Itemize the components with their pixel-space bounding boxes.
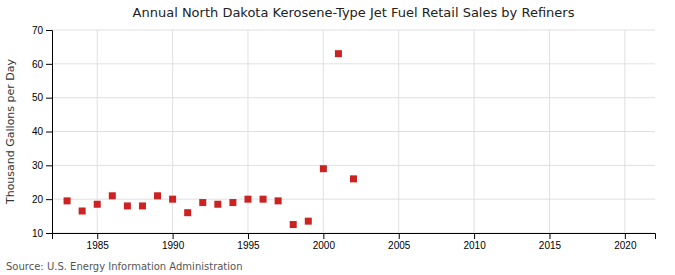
x-axis-tick-label: 2005 (388, 240, 411, 251)
y-axis-tick-mark (46, 30, 52, 31)
y-axis: 10 20 30 40 50 60 70 (32, 25, 53, 239)
x-axis-tick-mark (399, 233, 400, 239)
x-axis-tick-label: 1990 (162, 240, 185, 251)
source-note: Source: U.S. Energy Information Administ… (6, 261, 243, 272)
x-axis-tick: 1985 (87, 233, 110, 251)
point (139, 202, 146, 209)
x-axis-tick-label: 2015 (539, 240, 562, 251)
x-axis-tick-mark (173, 233, 174, 239)
point (290, 221, 297, 228)
y-axis-tick-label: 20 (32, 194, 44, 205)
x-axis-tick: 1990 (162, 233, 185, 251)
x-axis-tick: 2000 (313, 233, 336, 251)
x-axis-tick-mark (549, 233, 550, 239)
x-axis-tick: 2010 (463, 233, 486, 251)
y-axis-tick: 30 (32, 160, 52, 171)
x-axis-tick: 2005 (388, 233, 411, 251)
y-axis-tick-mark (46, 132, 52, 133)
y-axis-tick: 20 (32, 194, 52, 205)
point (184, 209, 191, 216)
y-axis-tick-mark (46, 233, 52, 234)
y-axis-tick: 70 (32, 25, 52, 36)
point (350, 175, 357, 182)
point (64, 197, 71, 204)
point (169, 196, 176, 203)
y-axis-tick-mark (46, 165, 52, 166)
x-axis-tick: 2015 (539, 233, 562, 251)
x-axis-tick-label: 2020 (614, 240, 637, 251)
x-axis-tick-mark (474, 233, 475, 239)
point (154, 192, 161, 199)
y-axis-tick: 50 (32, 92, 52, 103)
y-axis-line (46, 31, 53, 234)
grid-line-y (52, 165, 655, 166)
y-axis-tick-label: 70 (32, 25, 44, 36)
y-axis-tick: 60 (32, 59, 52, 70)
x-axis-tick-mark (248, 233, 249, 239)
x-axis: 1985 1990 1995 2000 2005 2010 2015 2020 (53, 233, 656, 251)
grid-line-y (52, 30, 655, 31)
y-axis-tick-label: 60 (32, 59, 44, 70)
point (79, 208, 86, 215)
y-axis-tick: 40 (32, 126, 52, 137)
x-axis-tick-label: 2010 (463, 240, 486, 251)
grid-line-y (52, 131, 655, 132)
point (244, 196, 251, 203)
point (214, 201, 221, 208)
y-axis-tick-mark (46, 64, 52, 65)
point (109, 192, 116, 199)
point (229, 199, 236, 206)
y-axis-tick-label: 40 (32, 126, 44, 137)
x-axis-tick-mark (97, 233, 98, 239)
point (124, 202, 131, 209)
point (335, 50, 342, 57)
y-axis-tick: 10 (32, 228, 52, 239)
point (320, 165, 327, 172)
points (64, 50, 357, 228)
title: Annual North Dakota Kerosene-Type Jet Fu… (133, 5, 575, 20)
grid-line-y (52, 97, 655, 98)
x-axis-tick-mark (323, 233, 324, 239)
y-axis-tick-mark (46, 98, 52, 99)
x-axis-tick-label: 2000 (313, 240, 336, 251)
point (94, 201, 101, 208)
x-axis-tick-label: 1985 (87, 240, 110, 251)
x-axis-tick: 2020 (614, 233, 637, 251)
y-axis-label: Thousand Gallons per Day (4, 58, 17, 205)
x-axis-line (53, 234, 656, 240)
point (275, 197, 282, 204)
y-axis-tick-mark (46, 199, 52, 200)
x-axis-tick-label: 1995 (237, 240, 260, 251)
grid-line-y (52, 63, 655, 64)
grid-line-y (52, 199, 655, 200)
y-axis-tick-label: 10 (32, 228, 44, 239)
point (199, 199, 206, 206)
chart-container: 1985 1990 1995 2000 2005 2010 2015 2020 10 20 30 40… (0, 0, 675, 275)
y-axis-tick-label: 30 (32, 160, 44, 171)
point (305, 218, 312, 225)
y-axis-tick-label: 50 (32, 92, 44, 103)
chart-svg: 1985 1990 1995 2000 2005 2010 2015 2020 10 20 30 40… (0, 0, 675, 275)
grid (52, 30, 655, 233)
x-axis-tick: 1995 (237, 233, 260, 251)
point (260, 196, 267, 203)
x-axis-tick-mark (625, 233, 626, 239)
